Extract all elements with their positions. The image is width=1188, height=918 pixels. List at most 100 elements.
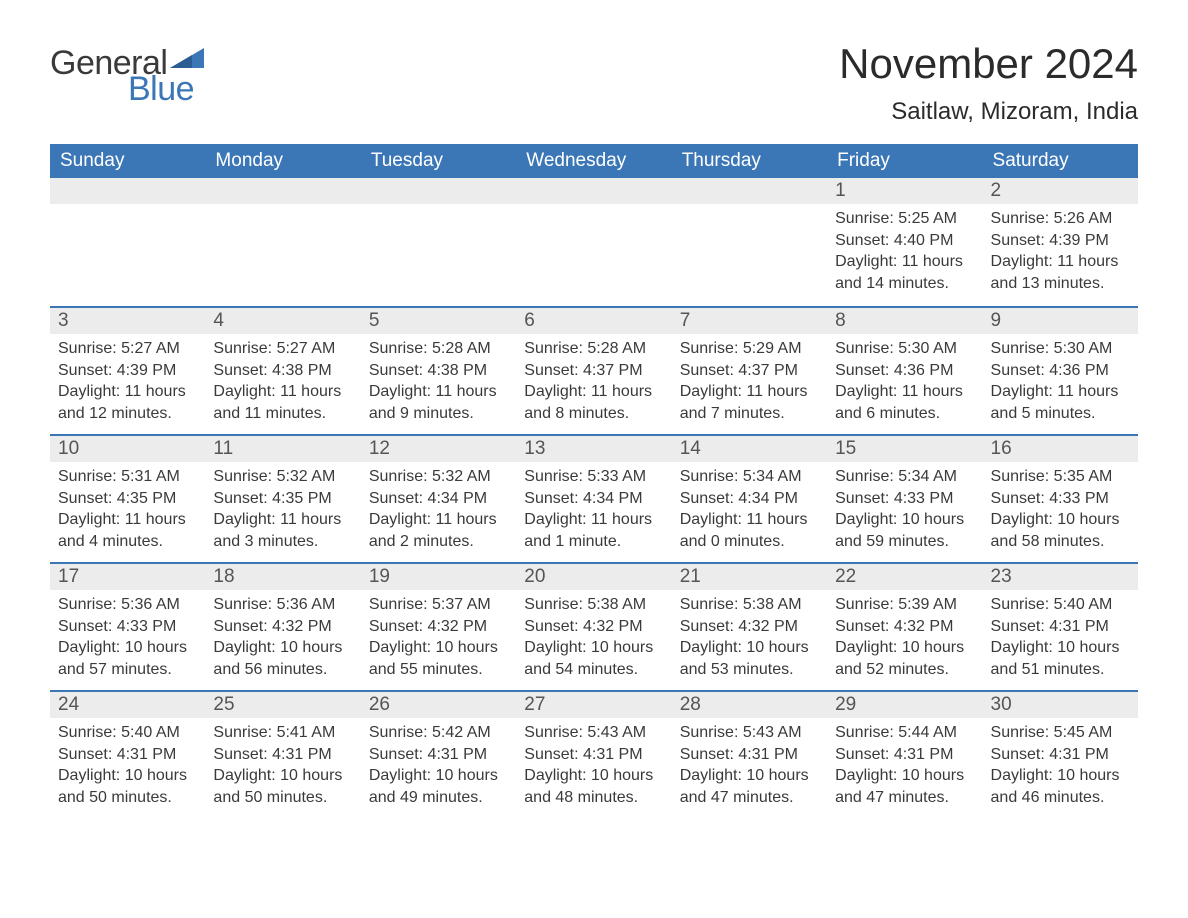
sunrise-label: Sunrise: (835, 340, 898, 357)
calendar-body: 1Sunrise: 5:25 AMSunset: 4:40 PMDaylight… (50, 178, 1138, 818)
day-body: Sunrise: 5:40 AMSunset: 4:31 PMDaylight:… (50, 718, 205, 814)
daylight-label: Daylight: (680, 767, 747, 784)
day-number: 29 (827, 690, 982, 718)
sunrise-label: Sunrise: (835, 210, 898, 227)
sunset-label: Sunset: (991, 746, 1050, 763)
daylight-label: Daylight: (835, 383, 902, 400)
day-sunset-line: Sunset: 4:35 PM (213, 488, 352, 510)
daylight-label: Daylight: (835, 767, 902, 784)
day-sunset-line: Sunset: 4:37 PM (680, 360, 819, 382)
day-body: Sunrise: 5:36 AMSunset: 4:32 PMDaylight:… (205, 590, 360, 686)
sunset-label: Sunset: (991, 362, 1050, 379)
calendar-cell: 13Sunrise: 5:33 AMSunset: 4:34 PMDayligh… (516, 434, 671, 562)
sunrise-value: 5:25 AM (898, 210, 957, 227)
day-sunrise-line: Sunrise: 5:26 AM (991, 208, 1130, 230)
day-sunset-line: Sunset: 4:32 PM (835, 616, 974, 638)
sunset-label: Sunset: (680, 490, 739, 507)
calendar-cell: 10Sunrise: 5:31 AMSunset: 4:35 PMDayligh… (50, 434, 205, 562)
day-sunset-line: Sunset: 4:35 PM (58, 488, 197, 510)
day-daylight-line: Daylight: 10 hours and 50 minutes. (58, 765, 197, 808)
sunrise-value: 5:44 AM (898, 724, 957, 741)
day-daylight-line: Daylight: 11 hours and 8 minutes. (524, 381, 663, 424)
weekday-header-row: SundayMondayTuesdayWednesdayThursdayFrid… (50, 144, 1138, 178)
sunrise-value: 5:33 AM (587, 468, 646, 485)
sunrise-label: Sunrise: (991, 210, 1054, 227)
calendar-row: 3Sunrise: 5:27 AMSunset: 4:39 PMDaylight… (50, 306, 1138, 434)
page-header: General Blue November 2024 Saitlaw, Mizo… (50, 40, 1138, 126)
daylight-label: Daylight: (369, 767, 436, 784)
day-sunrise-line: Sunrise: 5:44 AM (835, 722, 974, 744)
weekday-header: Tuesday (361, 144, 516, 178)
day-body: Sunrise: 5:39 AMSunset: 4:32 PMDaylight:… (827, 590, 982, 686)
sunset-label: Sunset: (991, 618, 1050, 635)
sunrise-label: Sunrise: (991, 340, 1054, 357)
day-number: 27 (516, 690, 671, 718)
day-body: Sunrise: 5:26 AMSunset: 4:39 PMDaylight:… (983, 204, 1138, 300)
day-body: Sunrise: 5:29 AMSunset: 4:37 PMDaylight:… (672, 334, 827, 430)
day-daylight-line: Daylight: 11 hours and 0 minutes. (680, 509, 819, 552)
day-body: Sunrise: 5:30 AMSunset: 4:36 PMDaylight:… (983, 334, 1138, 430)
day-daylight-line: Daylight: 11 hours and 3 minutes. (213, 509, 352, 552)
empty-day-bar (516, 178, 671, 204)
sunset-value: 4:38 PM (272, 362, 332, 379)
day-sunset-line: Sunset: 4:31 PM (680, 744, 819, 766)
sunrise-value: 5:27 AM (121, 340, 180, 357)
day-sunrise-line: Sunrise: 5:36 AM (213, 594, 352, 616)
daylight-label: Daylight: (213, 639, 280, 656)
day-number: 22 (827, 562, 982, 590)
day-number: 30 (983, 690, 1138, 718)
sunrise-label: Sunrise: (680, 468, 743, 485)
day-sunset-line: Sunset: 4:32 PM (524, 616, 663, 638)
day-body: Sunrise: 5:37 AMSunset: 4:32 PMDaylight:… (361, 590, 516, 686)
sunrise-value: 5:29 AM (743, 340, 802, 357)
sunset-label: Sunset: (680, 618, 739, 635)
sunset-label: Sunset: (524, 618, 583, 635)
calendar-cell: 21Sunrise: 5:38 AMSunset: 4:32 PMDayligh… (672, 562, 827, 690)
day-sunrise-line: Sunrise: 5:31 AM (58, 466, 197, 488)
calendar-cell: 7Sunrise: 5:29 AMSunset: 4:37 PMDaylight… (672, 306, 827, 434)
calendar-cell: 24Sunrise: 5:40 AMSunset: 4:31 PMDayligh… (50, 690, 205, 818)
sunrise-value: 5:34 AM (898, 468, 957, 485)
sunrise-value: 5:27 AM (277, 340, 336, 357)
calendar-cell (205, 178, 360, 306)
day-number: 19 (361, 562, 516, 590)
empty-day-bar (361, 178, 516, 204)
day-sunset-line: Sunset: 4:34 PM (369, 488, 508, 510)
sunrise-label: Sunrise: (991, 724, 1054, 741)
day-sunrise-line: Sunrise: 5:30 AM (835, 338, 974, 360)
calendar-cell: 26Sunrise: 5:42 AMSunset: 4:31 PMDayligh… (361, 690, 516, 818)
day-body: Sunrise: 5:44 AMSunset: 4:31 PMDaylight:… (827, 718, 982, 814)
sunset-label: Sunset: (835, 490, 894, 507)
sunset-value: 4:32 PM (272, 618, 332, 635)
logo-triangle-icon (170, 40, 204, 74)
day-number: 13 (516, 434, 671, 462)
day-body: Sunrise: 5:45 AMSunset: 4:31 PMDaylight:… (983, 718, 1138, 814)
day-number: 18 (205, 562, 360, 590)
daylight-label: Daylight: (369, 511, 436, 528)
day-sunset-line: Sunset: 4:38 PM (369, 360, 508, 382)
calendar-cell: 14Sunrise: 5:34 AMSunset: 4:34 PMDayligh… (672, 434, 827, 562)
day-sunrise-line: Sunrise: 5:33 AM (524, 466, 663, 488)
day-body: Sunrise: 5:38 AMSunset: 4:32 PMDaylight:… (516, 590, 671, 686)
sunrise-value: 5:42 AM (432, 724, 491, 741)
day-number: 3 (50, 306, 205, 334)
daylight-label: Daylight: (680, 511, 747, 528)
calendar-cell: 15Sunrise: 5:34 AMSunset: 4:33 PMDayligh… (827, 434, 982, 562)
sunset-value: 4:35 PM (117, 490, 177, 507)
day-body: Sunrise: 5:35 AMSunset: 4:33 PMDaylight:… (983, 462, 1138, 558)
day-number: 14 (672, 434, 827, 462)
day-daylight-line: Daylight: 11 hours and 11 minutes. (213, 381, 352, 424)
day-number: 20 (516, 562, 671, 590)
sunset-label: Sunset: (991, 232, 1050, 249)
day-sunset-line: Sunset: 4:31 PM (835, 744, 974, 766)
day-sunset-line: Sunset: 4:37 PM (524, 360, 663, 382)
sunrise-label: Sunrise: (369, 596, 432, 613)
sunset-value: 4:34 PM (738, 490, 798, 507)
day-daylight-line: Daylight: 11 hours and 7 minutes. (680, 381, 819, 424)
day-sunrise-line: Sunrise: 5:35 AM (991, 466, 1130, 488)
sunset-label: Sunset: (835, 362, 894, 379)
day-sunrise-line: Sunrise: 5:42 AM (369, 722, 508, 744)
calendar-cell: 19Sunrise: 5:37 AMSunset: 4:32 PMDayligh… (361, 562, 516, 690)
title-block: November 2024 Saitlaw, Mizoram, India (839, 40, 1138, 126)
day-body: Sunrise: 5:25 AMSunset: 4:40 PMDaylight:… (827, 204, 982, 300)
